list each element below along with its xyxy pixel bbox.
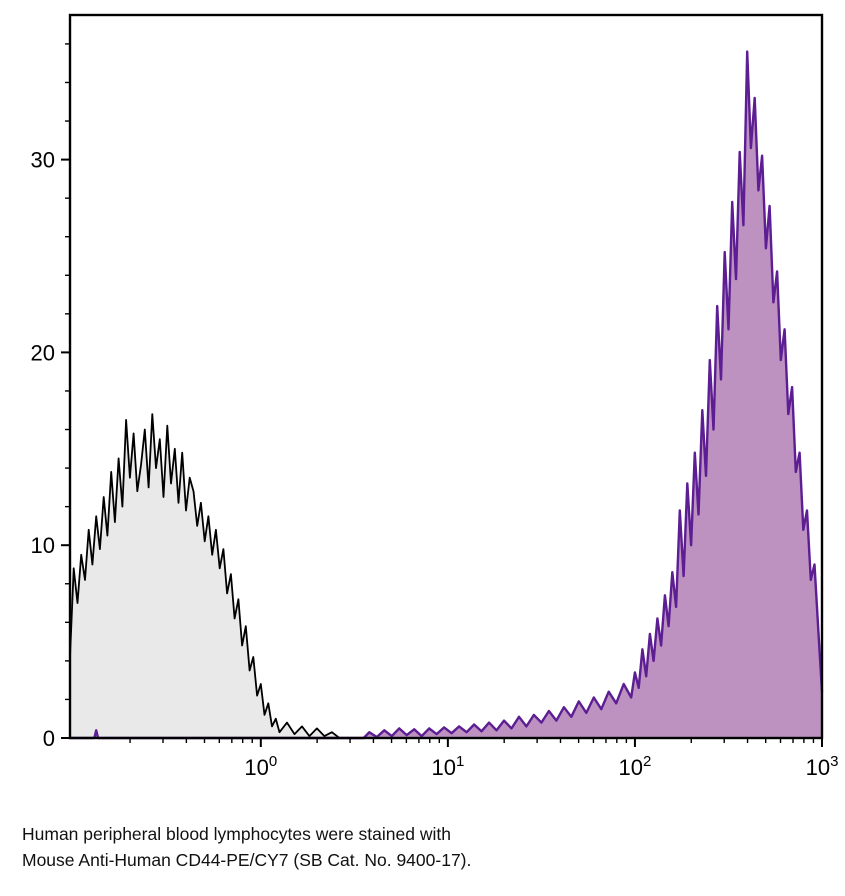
plot-frame [68,13,824,740]
histogram-fill-black [70,414,340,738]
y-axis-tick-label: 10 [31,533,55,558]
y-axis-tick-label: 0 [43,726,55,751]
x-axis-tick-label: 100 [244,753,277,780]
y-axis-tick-label: 30 [31,148,55,173]
histogram-line-purple [68,50,824,740]
caption-line-1: Human peripheral blood lymphocytes were … [22,824,451,844]
histogram-chart: 100 101 102 103 0 10 20 30 [31,13,839,780]
figure-caption: Human peripheral blood lymphocytes were … [22,821,845,873]
x-axis-tick-label: 103 [806,753,839,780]
x-axis-tick-label: 101 [431,753,464,780]
histogram-line-black [69,413,341,739]
x-axis-tick-label: 102 [619,753,652,780]
y-axis-tick-label: 20 [31,340,55,365]
caption-line-2: Mouse Anti-Human CD44-PE/CY7 (SB Cat. No… [22,850,472,870]
